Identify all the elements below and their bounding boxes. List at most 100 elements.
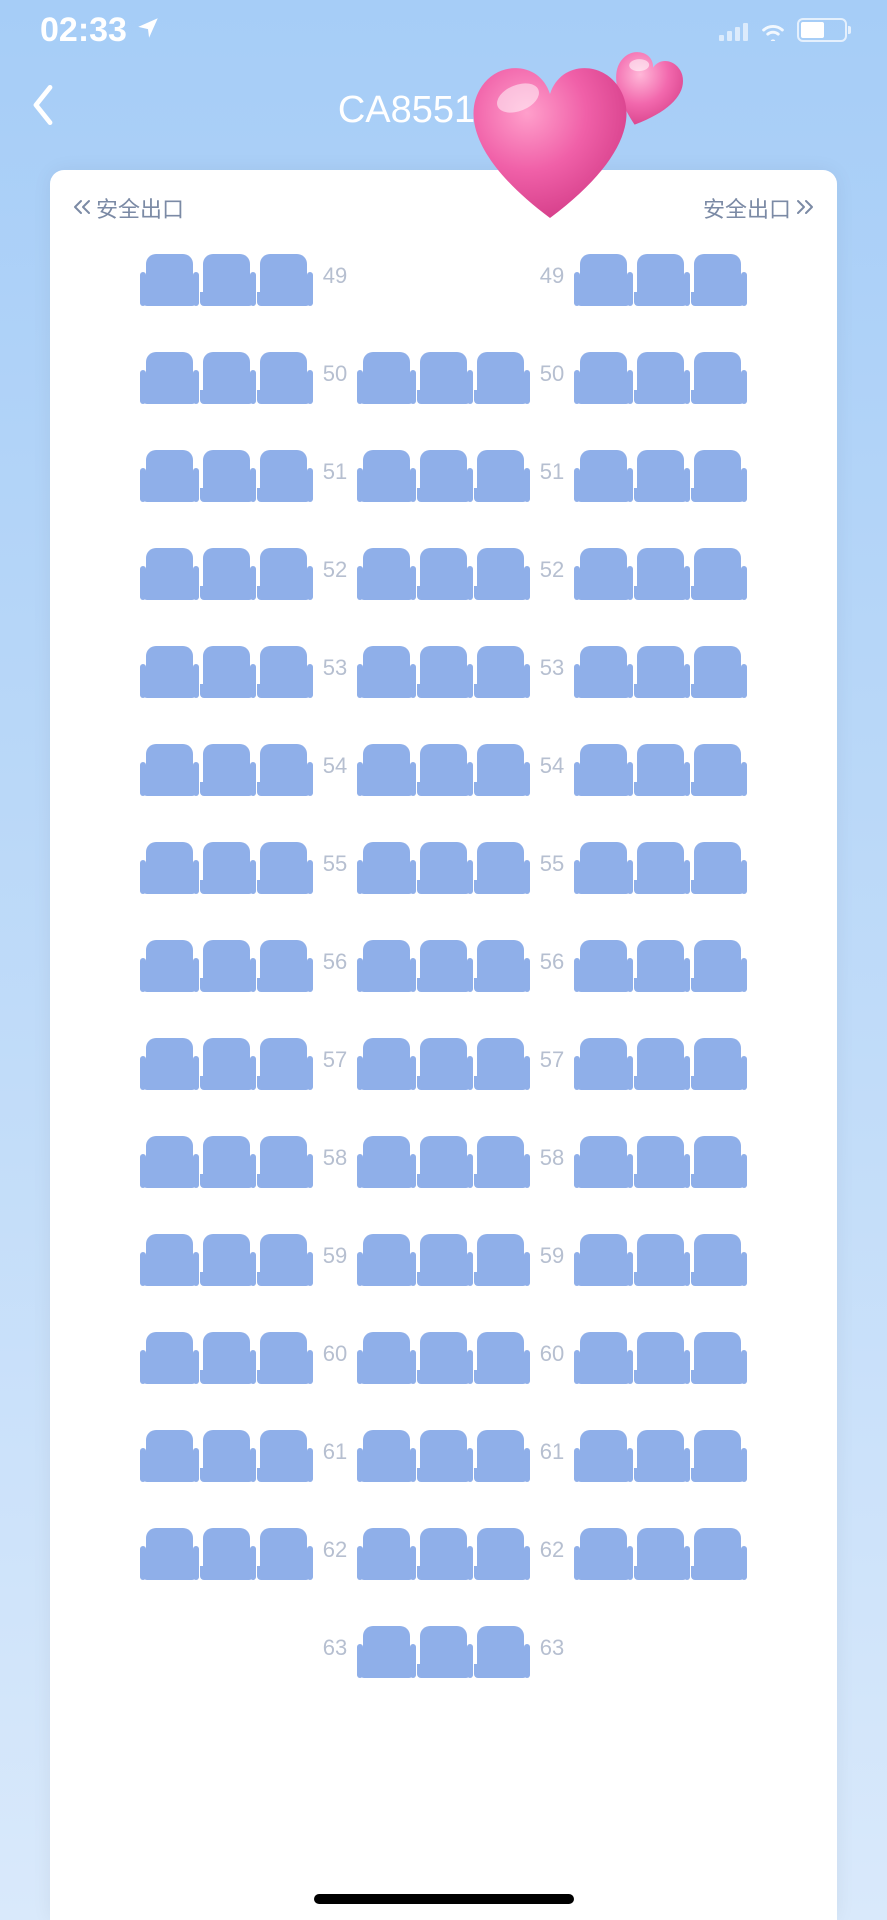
- seat[interactable]: [360, 1234, 413, 1286]
- seat[interactable]: [143, 450, 196, 502]
- seat[interactable]: [634, 450, 687, 502]
- seat[interactable]: [634, 1234, 687, 1286]
- seat[interactable]: [360, 548, 413, 600]
- seat[interactable]: [257, 450, 310, 502]
- seat[interactable]: [577, 1332, 630, 1384]
- seat[interactable]: [634, 940, 687, 992]
- seat[interactable]: [691, 1528, 744, 1580]
- seat[interactable]: [691, 352, 744, 404]
- seat[interactable]: [634, 646, 687, 698]
- seat[interactable]: [634, 548, 687, 600]
- seat[interactable]: [577, 548, 630, 600]
- seat[interactable]: [474, 1528, 527, 1580]
- seat[interactable]: [474, 1038, 527, 1090]
- seat[interactable]: [474, 842, 527, 894]
- seat[interactable]: [417, 1136, 470, 1188]
- seat[interactable]: [474, 744, 527, 796]
- seat[interactable]: [417, 744, 470, 796]
- seat[interactable]: [417, 1234, 470, 1286]
- seat[interactable]: [360, 1430, 413, 1482]
- seat[interactable]: [634, 744, 687, 796]
- seat[interactable]: [143, 842, 196, 894]
- seat[interactable]: [143, 1332, 196, 1384]
- seat[interactable]: [634, 352, 687, 404]
- seat[interactable]: [257, 744, 310, 796]
- seat[interactable]: [417, 1332, 470, 1384]
- seat[interactable]: [474, 1136, 527, 1188]
- seat[interactable]: [417, 1430, 470, 1482]
- seat[interactable]: [474, 450, 527, 502]
- seat[interactable]: [257, 1038, 310, 1090]
- seat[interactable]: [474, 352, 527, 404]
- seat[interactable]: [474, 1234, 527, 1286]
- seat[interactable]: [360, 1332, 413, 1384]
- seat[interactable]: [474, 548, 527, 600]
- seat[interactable]: [257, 352, 310, 404]
- seat[interactable]: [143, 352, 196, 404]
- seat[interactable]: [634, 1136, 687, 1188]
- seat[interactable]: [360, 1136, 413, 1188]
- seat[interactable]: [143, 646, 196, 698]
- seat[interactable]: [691, 744, 744, 796]
- seat[interactable]: [634, 1332, 687, 1384]
- seat[interactable]: [417, 548, 470, 600]
- seat[interactable]: [200, 1234, 253, 1286]
- seat[interactable]: [200, 254, 253, 306]
- seat[interactable]: [257, 940, 310, 992]
- seat[interactable]: [143, 1038, 196, 1090]
- seat[interactable]: [200, 548, 253, 600]
- seat[interactable]: [143, 1136, 196, 1188]
- seat[interactable]: [200, 1528, 253, 1580]
- seat[interactable]: [200, 744, 253, 796]
- seat[interactable]: [691, 842, 744, 894]
- seat[interactable]: [691, 1136, 744, 1188]
- seat[interactable]: [360, 1626, 413, 1678]
- seat[interactable]: [577, 1038, 630, 1090]
- seat[interactable]: [143, 1234, 196, 1286]
- seat[interactable]: [200, 1038, 253, 1090]
- seat[interactable]: [143, 744, 196, 796]
- home-indicator[interactable]: [314, 1894, 574, 1904]
- seat[interactable]: [417, 1038, 470, 1090]
- seat[interactable]: [360, 450, 413, 502]
- seat[interactable]: [257, 842, 310, 894]
- seat[interactable]: [691, 1038, 744, 1090]
- seat[interactable]: [417, 940, 470, 992]
- seat[interactable]: [474, 1626, 527, 1678]
- seat[interactable]: [577, 352, 630, 404]
- seat[interactable]: [257, 254, 310, 306]
- seat[interactable]: [634, 1528, 687, 1580]
- seat[interactable]: [417, 1626, 470, 1678]
- seat[interactable]: [691, 940, 744, 992]
- seat[interactable]: [200, 1332, 253, 1384]
- seat[interactable]: [360, 842, 413, 894]
- seat[interactable]: [634, 842, 687, 894]
- seat[interactable]: [417, 842, 470, 894]
- seat[interactable]: [257, 1332, 310, 1384]
- seat[interactable]: [417, 352, 470, 404]
- seat[interactable]: [577, 842, 630, 894]
- seat[interactable]: [417, 646, 470, 698]
- seat[interactable]: [577, 744, 630, 796]
- seat[interactable]: [634, 1430, 687, 1482]
- seat[interactable]: [474, 940, 527, 992]
- seat[interactable]: [417, 450, 470, 502]
- seat[interactable]: [360, 1528, 413, 1580]
- seat[interactable]: [691, 548, 744, 600]
- seat[interactable]: [691, 646, 744, 698]
- seat[interactable]: [417, 1528, 470, 1580]
- seat[interactable]: [360, 646, 413, 698]
- back-button[interactable]: [20, 75, 66, 146]
- seat[interactable]: [200, 646, 253, 698]
- seat[interactable]: [360, 1038, 413, 1090]
- seat[interactable]: [200, 450, 253, 502]
- seat[interactable]: [474, 1430, 527, 1482]
- seat[interactable]: [143, 940, 196, 992]
- seat[interactable]: [143, 1430, 196, 1482]
- seat[interactable]: [143, 1528, 196, 1580]
- seat[interactable]: [691, 450, 744, 502]
- seat[interactable]: [257, 1528, 310, 1580]
- seat[interactable]: [257, 1430, 310, 1482]
- seat[interactable]: [634, 254, 687, 306]
- seat[interactable]: [257, 646, 310, 698]
